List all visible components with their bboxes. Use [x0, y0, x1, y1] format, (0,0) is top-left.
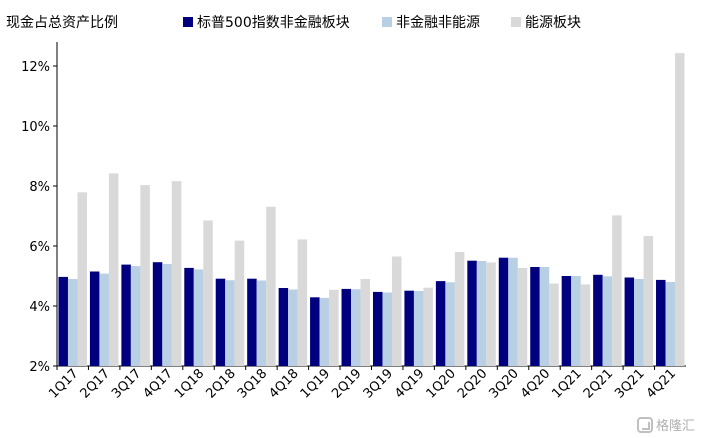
bar-non-energy-1Q19: [319, 297, 330, 366]
bar-non-energy-1Q20: [445, 282, 455, 366]
bar-non-energy-4Q21: [665, 282, 676, 366]
bar-energy-4Q17: [171, 181, 182, 366]
bar-sp500-2Q21: [593, 274, 603, 366]
legend: 标普500指数非金融板块 非金融非能源 能源板块: [183, 15, 581, 31]
bar-non-energy-1Q21: [571, 276, 581, 366]
bar-sp500-1Q19: [310, 297, 320, 366]
bar-sp500-1Q20: [435, 281, 446, 366]
bar-non-energy-2Q19: [351, 289, 361, 366]
bar-non-energy-1Q18: [193, 269, 204, 366]
bars: [58, 53, 685, 366]
bar-non-energy-2Q20: [476, 261, 487, 366]
bar-energy-1Q18: [203, 220, 213, 366]
bar-non-energy-4Q18: [288, 289, 298, 366]
bar-non-energy-3Q21: [634, 279, 644, 366]
x-tick-label: 3Q21: [612, 366, 647, 401]
x-tick-label: 2Q21: [581, 366, 616, 401]
bar-non-energy-1Q17: [67, 279, 78, 366]
bar-energy-2Q20: [486, 262, 496, 366]
bar-sp500-4Q21: [656, 279, 666, 366]
legend-swatch: [511, 17, 521, 27]
x-tick-label: 2Q17: [78, 366, 113, 401]
bar-sp500-3Q21: [624, 277, 635, 366]
watermark: 格隆汇: [636, 415, 695, 434]
bar-sp500-1Q21: [561, 276, 572, 366]
x-tick-label: 3Q18: [235, 366, 270, 401]
bar-energy-3Q20: [517, 267, 528, 366]
x-tick-label: 4Q20: [518, 366, 553, 401]
bar-sp500-3Q18: [247, 278, 257, 366]
bar-sp500-3Q17: [121, 264, 131, 366]
x-tick-label: 1Q18: [172, 366, 207, 401]
bar-sp500-4Q19: [404, 290, 414, 366]
x-tick-label: 4Q21: [644, 366, 679, 401]
bar-energy-4Q18: [297, 239, 308, 366]
x-tick-label: 3Q20: [486, 366, 521, 401]
x-tick-label: 3Q17: [109, 366, 144, 401]
x-tick-label: 3Q19: [361, 366, 396, 401]
y-tick-label: 8%: [29, 180, 50, 195]
bar-sp500-3Q20: [498, 257, 509, 366]
bar-sp500-2Q17: [89, 271, 100, 366]
y-tick-label: 4%: [29, 300, 50, 315]
bar-sp500-2Q20: [467, 260, 477, 366]
bar-non-energy-3Q19: [382, 292, 392, 366]
x-tick-label: 2Q18: [203, 366, 238, 401]
x-tick-label: 4Q18: [266, 366, 301, 401]
x-tick-label: 1Q17: [46, 366, 81, 401]
bar-energy-1Q21: [580, 284, 591, 366]
y-tick-label: 10%: [21, 120, 50, 135]
bar-sp500-2Q18: [215, 278, 226, 366]
bar-non-energy-4Q19: [413, 291, 424, 366]
x-tick-label: 2Q20: [455, 366, 490, 401]
y-tick-label: 12%: [21, 60, 50, 75]
bar-non-energy-3Q20: [508, 257, 518, 366]
bar-energy-1Q20: [454, 252, 465, 366]
bar-non-energy-4Q17: [162, 264, 172, 366]
gelonghui-logo-icon: [636, 416, 653, 433]
bar-energy-4Q21: [675, 53, 685, 366]
x-tick-label: 1Q19: [298, 366, 333, 401]
legend-label: 能源板块: [525, 15, 581, 31]
bar-non-energy-4Q20: [539, 267, 550, 366]
bar-energy-4Q19: [423, 287, 433, 366]
y-tick-label: 6%: [29, 240, 50, 255]
bar-sp500-4Q18: [278, 288, 289, 366]
bar-non-energy-2Q18: [225, 280, 235, 366]
x-tick-label: 4Q17: [141, 366, 176, 401]
bar-sp500-3Q19: [372, 291, 383, 366]
x-tick-label: 1Q20: [424, 366, 459, 401]
bar-energy-3Q21: [643, 236, 654, 366]
bar-energy-2Q21: [612, 215, 622, 366]
x-tick-label: 1Q21: [549, 366, 584, 401]
bar-energy-3Q18: [266, 206, 276, 366]
bar-sp500-1Q18: [184, 267, 194, 366]
bar-sp500-4Q17: [152, 262, 163, 366]
bar-energy-2Q17: [108, 173, 119, 366]
bar-non-energy-3Q17: [130, 266, 141, 366]
bar-energy-3Q17: [140, 185, 150, 366]
legend-label: 标普500指数非金融板块: [197, 15, 350, 31]
bar-non-energy-2Q21: [602, 276, 613, 366]
bar-energy-4Q20: [549, 283, 559, 366]
bar-non-energy-3Q18: [256, 280, 267, 366]
bar-energy-1Q19: [329, 289, 339, 366]
y-axis-label: 现金占总资产比例: [6, 15, 118, 31]
bar-non-energy-2Q17: [99, 273, 109, 366]
bar-energy-1Q17: [77, 192, 87, 366]
bar-sp500-4Q20: [530, 267, 540, 366]
y-tick-label: 2%: [29, 360, 50, 375]
bar-energy-2Q19: [360, 279, 371, 366]
legend-label: 非金融非能源: [396, 15, 480, 31]
bar-sp500-1Q17: [58, 276, 68, 366]
legend-swatch: [183, 17, 193, 27]
legend-swatch: [382, 17, 392, 27]
watermark-text: 格隆汇: [655, 419, 695, 434]
x-tick-label: 4Q19: [392, 366, 427, 401]
bar-energy-2Q18: [234, 240, 245, 366]
x-tick-label: 2Q19: [329, 366, 364, 401]
bar-sp500-2Q19: [341, 288, 352, 366]
bar-energy-3Q19: [391, 256, 402, 366]
